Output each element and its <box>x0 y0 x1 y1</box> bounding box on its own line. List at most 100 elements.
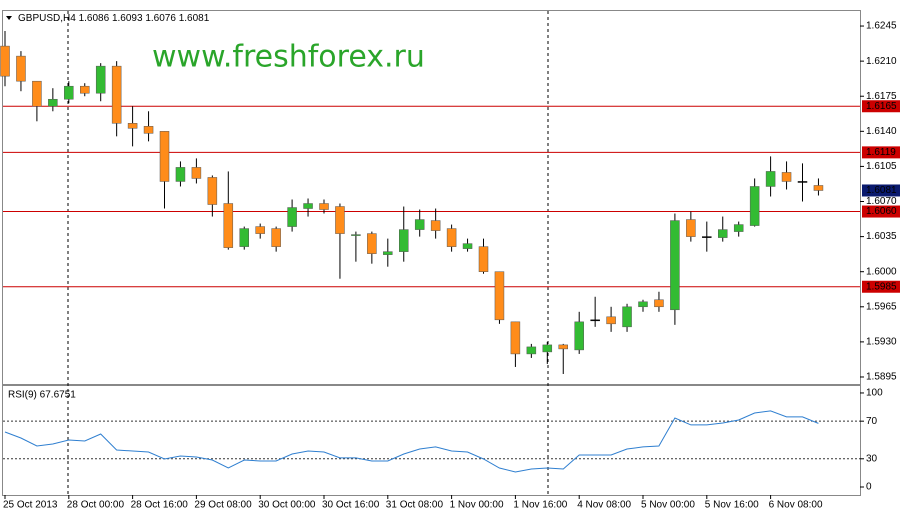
candle-body <box>749 186 760 226</box>
candle-body <box>223 203 234 248</box>
candle-body <box>80 85 90 94</box>
x-tick-label: 1 Nov 00:00 <box>450 500 504 511</box>
x-tick-label: 30 Oct 00:00 <box>258 500 316 511</box>
candle-body <box>702 236 712 238</box>
level-label-bg <box>862 280 900 293</box>
level-label-bg <box>862 100 900 113</box>
x-tick-label: 28 Oct 00:00 <box>67 500 125 511</box>
candle-body <box>175 167 186 182</box>
symbol: GBPUSD,H4 <box>18 13 76 24</box>
header-value: 1.6081 <box>179 13 210 24</box>
y-tick-label: 1.6140 <box>866 126 897 137</box>
candle-body <box>207 177 218 205</box>
rsi-line <box>4 410 819 473</box>
candle-body <box>367 233 377 254</box>
candle-body <box>95 65 106 94</box>
candle-body <box>127 123 138 129</box>
level-label-bg <box>862 146 900 159</box>
level-label: 1.6119 <box>866 147 896 158</box>
candle-body <box>159 131 170 182</box>
candle-body <box>48 98 58 107</box>
level-label: 1.5985 <box>866 281 897 292</box>
y-tick-label: 1.6105 <box>866 161 897 172</box>
y-tick-label: 1.6245 <box>866 21 897 32</box>
y-tick-label: 0 <box>866 482 872 493</box>
symbol-marker <box>6 16 12 20</box>
candle-body <box>239 228 249 247</box>
level-label: 1.6060 <box>866 206 897 217</box>
header-value: 1.6076 <box>145 13 176 24</box>
candle-body <box>111 65 122 124</box>
candle-body <box>765 171 776 187</box>
candle-body <box>478 246 489 272</box>
x-tick-label: 28 Oct 16:00 <box>131 500 189 511</box>
candle-body <box>510 321 521 355</box>
rsi-title: RSI(9) 67.6751 <box>8 390 76 401</box>
level-label-bg <box>862 205 900 218</box>
candle-body <box>430 220 441 231</box>
candle-body <box>303 203 313 209</box>
candle-body <box>574 321 584 351</box>
level-label: 1.6165 <box>866 101 897 112</box>
y-tick-label: 30 <box>866 453 878 464</box>
current-price-bg <box>862 184 900 197</box>
y-tick-label: 1.6035 <box>866 231 897 242</box>
candle-body <box>462 243 473 249</box>
candle-body <box>271 228 281 247</box>
x-tick-label: 1 Nov 16:00 <box>513 500 567 511</box>
candle-body <box>32 80 42 107</box>
candle-body <box>813 185 824 191</box>
candle-body <box>638 301 648 308</box>
candle-body <box>446 228 457 247</box>
header-value: 1.6093 <box>112 13 143 24</box>
candle-body <box>383 251 393 255</box>
candle-body <box>606 316 616 325</box>
main-panel-frame <box>2 10 861 385</box>
y-tick-label: 1.5965 <box>866 301 897 312</box>
y-tick-label: 70 <box>866 416 878 427</box>
candle-body <box>654 299 664 308</box>
header: GBPUSD,H4 1.6086 1.6093 1.6076 1.6081 <box>18 13 210 24</box>
candle-body <box>16 55 26 82</box>
candle-body <box>526 346 537 355</box>
header-value: 1.6086 <box>79 13 110 24</box>
y-tick-label: 1.6210 <box>866 56 897 67</box>
candle-body <box>319 203 329 210</box>
y-tick-label: 1.6070 <box>866 196 897 207</box>
x-tick-label: 5 Nov 16:00 <box>705 500 759 511</box>
candle-body <box>399 229 409 252</box>
x-tick-label: 6 Nov 08:00 <box>769 500 823 511</box>
candle-body <box>686 219 696 237</box>
candle-body <box>558 344 568 350</box>
watermark: www.freshforex.ru <box>152 40 425 75</box>
y-tick-label: 1.6175 <box>866 91 897 102</box>
x-tick-label: 4 Nov 08:00 <box>577 500 631 511</box>
candle-body <box>590 319 600 322</box>
x-tick-label: 31 Oct 08:00 <box>386 500 444 511</box>
candle-body <box>191 167 202 179</box>
current-price-label: 1.6081 <box>866 185 897 196</box>
candle-body <box>64 85 74 100</box>
candle-body <box>718 229 728 238</box>
candle-body <box>670 220 680 311</box>
candle-body <box>542 344 553 353</box>
x-tick-label: 25 Oct 2013 <box>3 500 58 511</box>
candle-body <box>255 226 265 234</box>
candle-body <box>287 207 297 227</box>
x-tick-label: 30 Oct 16:00 <box>322 500 380 511</box>
y-tick-label: 100 <box>866 388 883 399</box>
candle-body <box>414 219 425 230</box>
candle-body <box>335 206 345 234</box>
candle-body <box>797 181 808 183</box>
candle-body <box>351 234 361 236</box>
candle-body <box>494 271 505 321</box>
x-tick-label: 29 Oct 08:00 <box>194 500 252 511</box>
y-tick-label: 1.5895 <box>866 372 897 383</box>
candle-body <box>622 306 632 328</box>
candle-body <box>733 224 744 232</box>
candle-body <box>143 126 154 134</box>
x-tick-label: 5 Nov 00:00 <box>641 500 695 511</box>
candle-body <box>0 45 10 77</box>
